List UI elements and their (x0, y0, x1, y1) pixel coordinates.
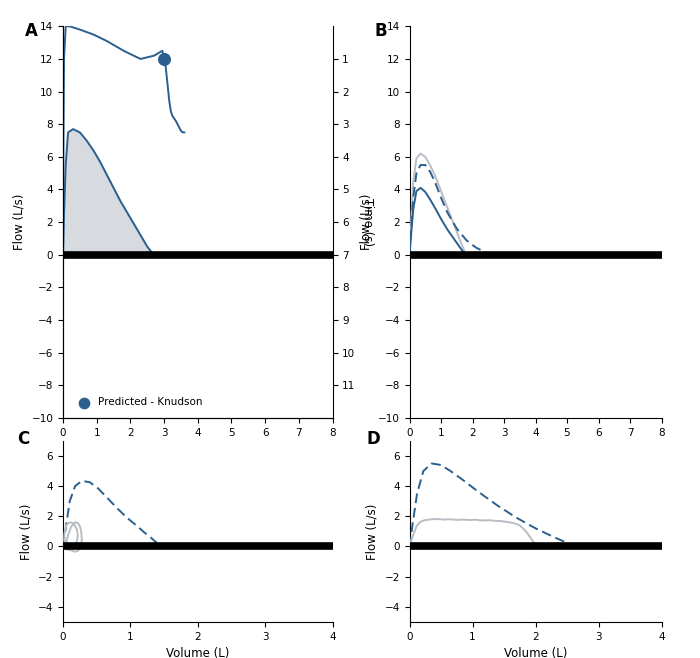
Y-axis label: Flow (L/s): Flow (L/s) (359, 194, 372, 250)
Text: A: A (25, 22, 38, 40)
Y-axis label: Flow (L/s): Flow (L/s) (13, 194, 26, 250)
X-axis label: Volume (L): Volume (L) (166, 443, 230, 456)
Y-axis label: Flow (L/s): Flow (L/s) (366, 503, 379, 559)
Text: C: C (18, 430, 29, 448)
Point (158, 54, 169, 64)
Text: D: D (367, 430, 380, 448)
Legend: Predicted - Knudson: Predicted - Knudson (71, 395, 205, 409)
Y-axis label: Flow (L/s): Flow (L/s) (20, 503, 32, 559)
Y-axis label: Time (s): Time (s) (360, 198, 374, 246)
X-axis label: Volume (L): Volume (L) (166, 647, 230, 658)
Text: B: B (374, 22, 387, 40)
X-axis label: Volume (L): Volume (L) (504, 647, 567, 658)
